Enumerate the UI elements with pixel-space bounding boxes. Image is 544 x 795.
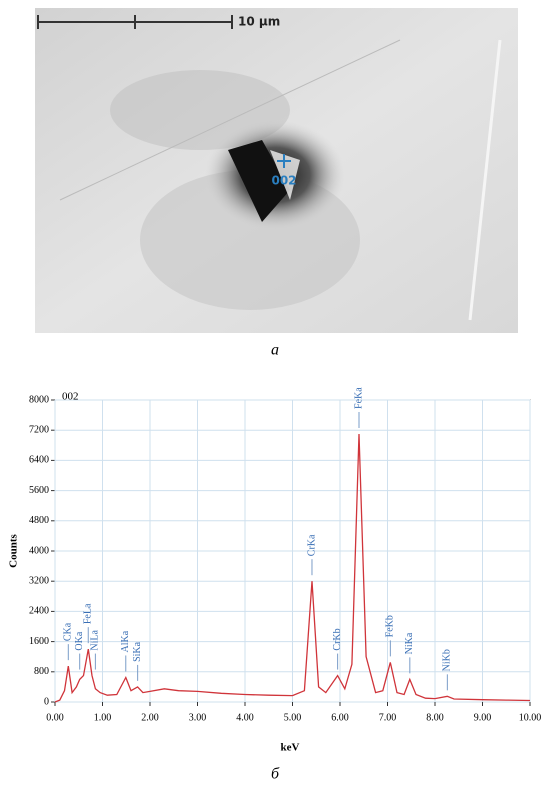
- figure: 10 μm 002 a 002 keV Counts б 0 800 1600 240…: [0, 0, 544, 790]
- x-tick-label: 8.00: [426, 712, 444, 723]
- x-tick-label: 1.00: [94, 712, 112, 723]
- y-tick-label: 0: [44, 696, 49, 707]
- y-tick-label: 6400: [29, 455, 49, 466]
- x-tick-label: 4.00: [236, 712, 254, 723]
- peak-label: NiKb: [442, 649, 453, 671]
- x-tick-label: 3.00: [189, 712, 207, 723]
- y-tick-label: 3200: [29, 575, 49, 586]
- peak-label: FeKa: [353, 387, 364, 409]
- peak-label: NiKa: [404, 632, 415, 654]
- peak-label: AlKa: [120, 630, 131, 652]
- peak-label: CKa: [63, 622, 74, 641]
- x-tick-label: 10.00: [519, 712, 542, 723]
- y-tick-label: 1600: [29, 636, 49, 647]
- peak-label: FeLa: [83, 603, 94, 624]
- y-tick-label: 5600: [29, 485, 49, 496]
- scale-label: 10 μm: [238, 15, 280, 29]
- point-label: 002: [271, 174, 296, 188]
- peak-label: CrKa: [306, 534, 317, 556]
- y-tick-label: 8000: [29, 394, 49, 405]
- y-tick-label: 2400: [29, 606, 49, 617]
- y-tick-label: 4000: [29, 545, 49, 556]
- x-tick-label: 2.00: [141, 712, 159, 723]
- sem-image: 10 μm 002: [35, 8, 518, 333]
- y-axis-label: Counts: [8, 533, 20, 567]
- peak-label: FeKb: [385, 615, 396, 637]
- y-tick-label: 800: [34, 666, 49, 677]
- caption: б: [271, 766, 280, 783]
- peak-label: CrKb: [332, 628, 343, 650]
- x-tick-label: 0.00: [46, 712, 64, 723]
- caption: a: [271, 342, 279, 359]
- y-tick-label: 4800: [29, 515, 49, 526]
- x-axis-label: keV: [281, 742, 300, 754]
- peak-label: SiKa: [132, 641, 143, 662]
- x-tick-label: 5.00: [284, 712, 302, 723]
- peak-label: NiLa: [90, 629, 101, 650]
- page: {"image": {"scale_label": "10 μm", "poin…: [0, 0, 544, 790]
- x-tick-label: 7.00: [379, 712, 397, 723]
- x-tick-label: 6.00: [331, 712, 349, 723]
- peak-label: OKa: [74, 631, 85, 650]
- y-tick-label: 7200: [29, 424, 49, 435]
- x-tick-label: 9.00: [474, 712, 492, 723]
